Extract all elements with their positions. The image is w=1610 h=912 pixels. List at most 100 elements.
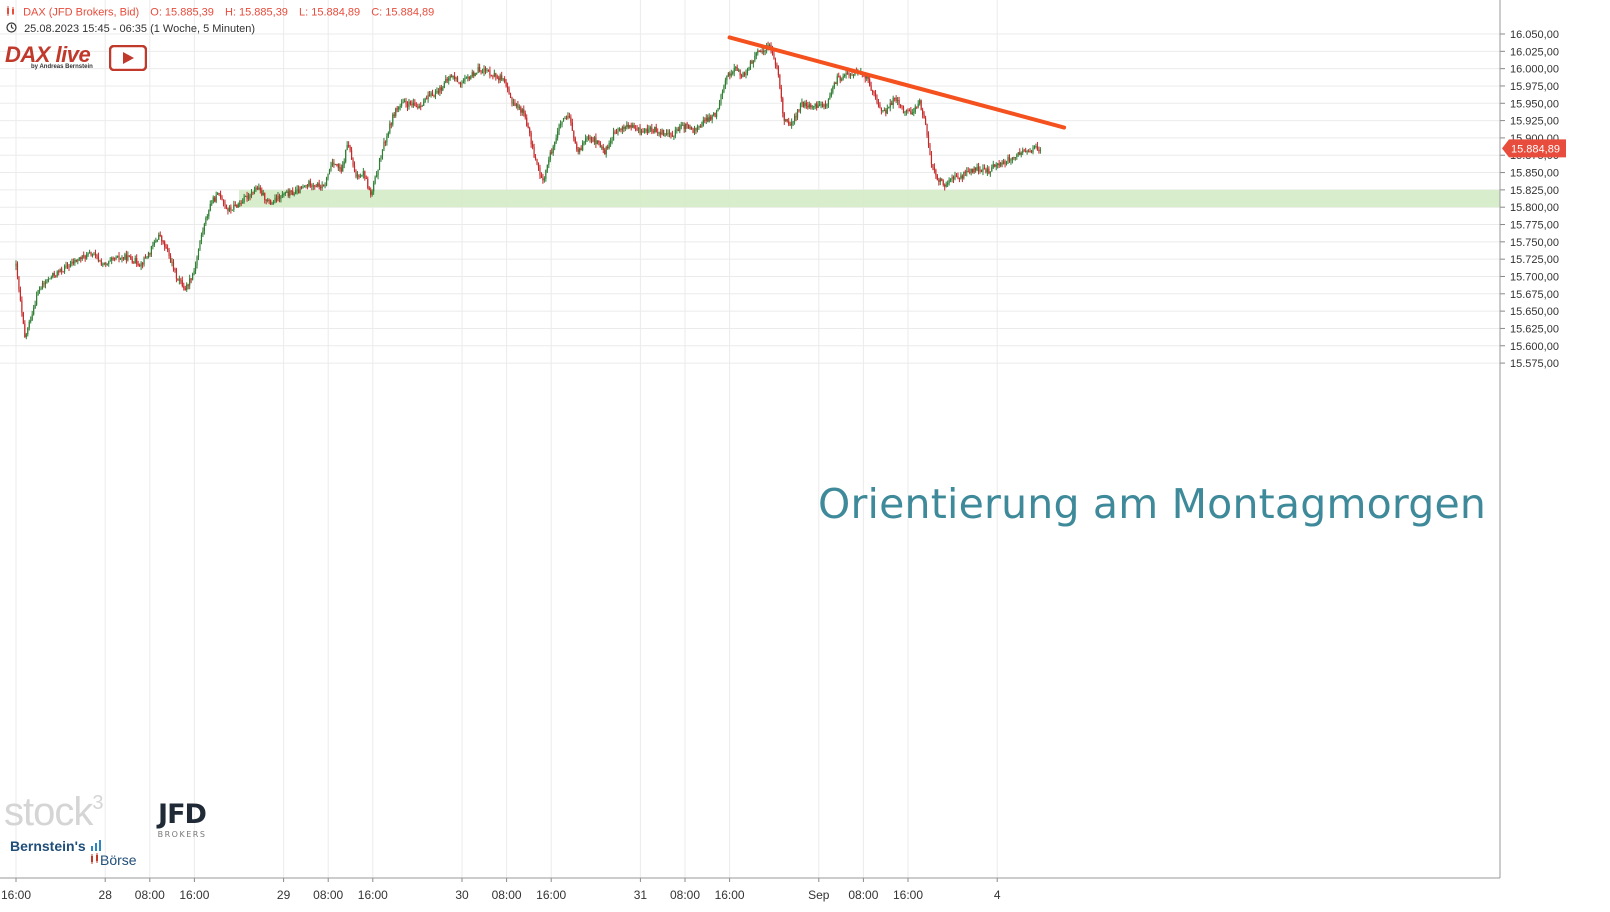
candle-body xyxy=(898,100,900,105)
candle-body xyxy=(892,97,894,105)
candle-body xyxy=(632,125,634,128)
candle-body xyxy=(833,82,835,88)
candle xyxy=(211,200,213,207)
candle-body xyxy=(736,67,738,71)
candle-body xyxy=(345,149,347,162)
last-price-badge: 15.884,89 xyxy=(1502,139,1566,158)
bernstein-subtitle: Börse xyxy=(10,852,137,868)
candle xyxy=(1000,161,1002,168)
candle-body xyxy=(350,150,353,160)
candle xyxy=(53,270,55,278)
candle-body xyxy=(839,76,841,81)
candle xyxy=(343,158,345,169)
candle-body xyxy=(598,140,600,143)
candle xyxy=(286,189,288,194)
play-icon xyxy=(108,44,148,76)
candle-body xyxy=(217,193,219,195)
candle-body xyxy=(534,157,537,160)
support-zone-layer xyxy=(239,189,1500,208)
candle xyxy=(69,260,72,268)
candle-body xyxy=(830,92,832,96)
candle xyxy=(936,173,938,181)
candle-body xyxy=(65,265,67,267)
candle xyxy=(358,174,360,180)
candle xyxy=(398,106,400,113)
candle xyxy=(184,285,186,291)
candle-body xyxy=(810,104,812,108)
candle-body xyxy=(1013,157,1015,159)
candle xyxy=(423,98,425,106)
candle xyxy=(596,140,598,145)
candle xyxy=(392,112,394,127)
candle xyxy=(265,199,267,205)
candle-body xyxy=(40,288,42,290)
candle xyxy=(849,72,852,79)
candle-body xyxy=(866,76,868,79)
candle xyxy=(910,107,912,115)
candle xyxy=(456,75,459,83)
x-tick-label: 31 xyxy=(634,888,648,902)
candle xyxy=(415,102,417,108)
candle xyxy=(144,254,147,259)
candle xyxy=(141,261,144,269)
candle xyxy=(804,100,806,109)
candle xyxy=(1017,152,1019,157)
candle-body xyxy=(433,96,435,98)
candle-body xyxy=(222,200,225,204)
candle xyxy=(1008,154,1011,163)
candle xyxy=(743,71,746,77)
candle xyxy=(1025,147,1027,153)
candle-body xyxy=(1027,151,1030,153)
candle xyxy=(274,194,276,204)
candle xyxy=(205,216,207,226)
candle xyxy=(424,97,426,103)
candle xyxy=(892,95,894,109)
candle xyxy=(555,134,557,144)
candle xyxy=(355,169,357,179)
candle xyxy=(935,168,937,179)
candle xyxy=(217,192,219,195)
candle-body xyxy=(639,127,641,134)
candle-body xyxy=(259,187,261,191)
candle-body xyxy=(75,259,77,262)
candle xyxy=(127,251,129,262)
candle-body xyxy=(671,134,674,137)
candle xyxy=(1030,149,1033,154)
candle xyxy=(1027,149,1030,153)
candle-body xyxy=(353,165,356,172)
candle xyxy=(408,98,410,110)
candle xyxy=(140,261,142,271)
candle xyxy=(920,99,922,111)
candle xyxy=(660,128,662,139)
candle xyxy=(177,278,179,281)
candle-body xyxy=(242,202,244,204)
candle xyxy=(930,151,933,168)
candle xyxy=(764,49,766,56)
candle xyxy=(902,105,905,114)
candle-body xyxy=(143,257,145,265)
candle xyxy=(951,174,953,183)
candle-body xyxy=(536,159,538,164)
candle-body xyxy=(280,195,282,199)
candle xyxy=(484,66,487,75)
candle xyxy=(621,125,623,135)
candle xyxy=(406,101,409,112)
candle xyxy=(352,157,354,168)
candle-body xyxy=(118,255,120,260)
candle-body xyxy=(648,129,650,133)
candle xyxy=(726,75,728,85)
candle-body xyxy=(816,103,818,108)
candle xyxy=(299,186,301,194)
candle xyxy=(1007,154,1009,164)
candle xyxy=(234,201,236,207)
candle xyxy=(46,279,48,284)
candle xyxy=(952,175,955,184)
candle xyxy=(720,93,722,106)
candle xyxy=(498,75,500,84)
candle xyxy=(964,169,966,176)
candle xyxy=(183,282,185,291)
candle-body xyxy=(727,73,729,77)
candle-body xyxy=(608,142,610,149)
candle-body xyxy=(340,167,342,172)
